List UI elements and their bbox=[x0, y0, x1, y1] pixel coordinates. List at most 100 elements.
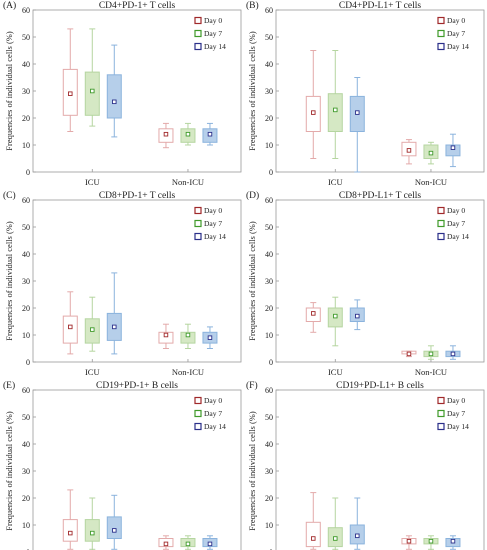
box-day-7 bbox=[180, 323, 196, 349]
y-tick-label: 10 bbox=[22, 141, 30, 150]
legend-label: Day 7 bbox=[447, 29, 465, 38]
box-day-0 bbox=[62, 489, 78, 550]
y-tick-label: 10 bbox=[265, 521, 273, 530]
legend-marker bbox=[437, 422, 445, 431]
y-tick-label: 60 bbox=[22, 386, 30, 395]
panel-label: (B) bbox=[246, 0, 259, 11]
median-marker bbox=[428, 150, 434, 156]
median-marker bbox=[185, 332, 191, 338]
y-tick-label: 30 bbox=[22, 467, 30, 476]
box-day-14 bbox=[106, 44, 122, 138]
x-category-label: ICU bbox=[328, 177, 343, 187]
y-tick-label: 40 bbox=[22, 250, 30, 259]
y-axis-label: Frequencies of individual cells (%) bbox=[4, 411, 14, 531]
box-iqr bbox=[106, 516, 122, 540]
median-marker bbox=[355, 313, 360, 319]
legend-marker bbox=[194, 409, 202, 418]
panel-label: (E) bbox=[3, 380, 15, 391]
legend-label: Day 14 bbox=[447, 232, 469, 241]
y-tick-label: 60 bbox=[265, 386, 273, 395]
legend-marker bbox=[194, 396, 202, 405]
median-marker bbox=[68, 91, 73, 96]
median-marker bbox=[90, 530, 95, 536]
box-day-14 bbox=[349, 77, 365, 173]
box-iqr bbox=[84, 71, 100, 116]
median-marker bbox=[428, 538, 434, 544]
y-tick-label: 40 bbox=[265, 440, 273, 449]
legend: Day 0 Day 7 Day 14 bbox=[194, 206, 226, 241]
median-marker bbox=[163, 131, 169, 137]
legend-label: Day 14 bbox=[204, 422, 226, 431]
legend-label: Day 14 bbox=[204, 42, 226, 51]
panel-label: (A) bbox=[3, 0, 16, 11]
legend-marker bbox=[437, 396, 445, 405]
box-day-14 bbox=[445, 345, 461, 360]
x-category-label: Non-ICU bbox=[415, 177, 447, 187]
panel-a: (A) CD4+PD-1+ T cells 0 10 20 30 40 50 60 Frequen… bbox=[3, 0, 242, 187]
median-marker bbox=[207, 335, 213, 340]
y-tick-label: 30 bbox=[22, 87, 30, 96]
legend-label: Day 7 bbox=[447, 219, 465, 228]
median-marker bbox=[355, 110, 360, 115]
box-day-0 bbox=[401, 139, 417, 165]
box-iqr bbox=[445, 144, 461, 157]
median-marker bbox=[163, 541, 169, 547]
legend-label: Day 7 bbox=[447, 409, 465, 418]
legend: Day 0 Day 7 Day 14 bbox=[194, 396, 226, 431]
y-tick-label: 50 bbox=[265, 413, 273, 422]
legend-marker bbox=[437, 206, 445, 215]
legend-label: Day 14 bbox=[447, 42, 469, 51]
legend-label: Day 0 bbox=[447, 396, 465, 405]
box-day-14 bbox=[106, 272, 122, 355]
box-day-7 bbox=[180, 535, 196, 550]
y-tick-label: 60 bbox=[265, 196, 273, 205]
y-tick-label: 50 bbox=[22, 223, 30, 232]
box-day-14 bbox=[349, 299, 365, 331]
y-tick-label: 10 bbox=[22, 331, 30, 340]
panel-label: (C) bbox=[3, 190, 16, 201]
box-day-7 bbox=[180, 122, 196, 146]
panel-title: CD8+PD-1+ T cells bbox=[99, 191, 176, 201]
median-marker bbox=[406, 148, 412, 153]
legend-marker bbox=[437, 16, 445, 25]
legend-label: Day 0 bbox=[447, 16, 465, 25]
box-iqr bbox=[180, 331, 196, 344]
median-marker bbox=[185, 541, 191, 547]
median-marker bbox=[311, 536, 316, 541]
median-marker bbox=[428, 351, 434, 357]
box-day-0 bbox=[62, 28, 78, 132]
legend-marker bbox=[437, 219, 445, 228]
legend-label: Day 0 bbox=[447, 206, 465, 215]
median-marker bbox=[207, 131, 213, 137]
box-day-0 bbox=[158, 323, 174, 349]
median-marker bbox=[333, 313, 338, 319]
legend-label: Day 7 bbox=[204, 409, 222, 418]
box-day-0 bbox=[401, 350, 417, 358]
legend-label: Day 7 bbox=[204, 29, 222, 38]
box-day-7 bbox=[423, 345, 439, 360]
y-tick-label: 30 bbox=[265, 87, 273, 96]
box-day-0 bbox=[62, 291, 78, 355]
legend: Day 0 Day 7 Day 14 bbox=[437, 16, 469, 51]
y-tick-label: 0 bbox=[26, 548, 30, 550]
legend-marker bbox=[194, 16, 202, 25]
legend-marker bbox=[437, 29, 445, 38]
y-tick-label: 20 bbox=[22, 304, 30, 313]
y-tick-label: 0 bbox=[26, 358, 30, 367]
box-day-14 bbox=[106, 494, 122, 550]
median-marker bbox=[406, 351, 412, 357]
y-tick-label: 20 bbox=[265, 494, 273, 503]
median-marker bbox=[450, 351, 456, 357]
y-tick-label: 50 bbox=[22, 33, 30, 42]
median-marker bbox=[112, 528, 117, 533]
y-tick-label: 20 bbox=[265, 304, 273, 313]
box-day-7 bbox=[84, 497, 100, 550]
y-axis-label: Frequencies of individual cells (%) bbox=[247, 221, 257, 341]
legend-label: Day 0 bbox=[204, 396, 222, 405]
legend-marker bbox=[437, 409, 445, 418]
box-iqr bbox=[106, 74, 122, 119]
median-marker bbox=[450, 145, 456, 150]
legend-marker bbox=[194, 206, 202, 215]
box-day-0 bbox=[305, 492, 321, 550]
